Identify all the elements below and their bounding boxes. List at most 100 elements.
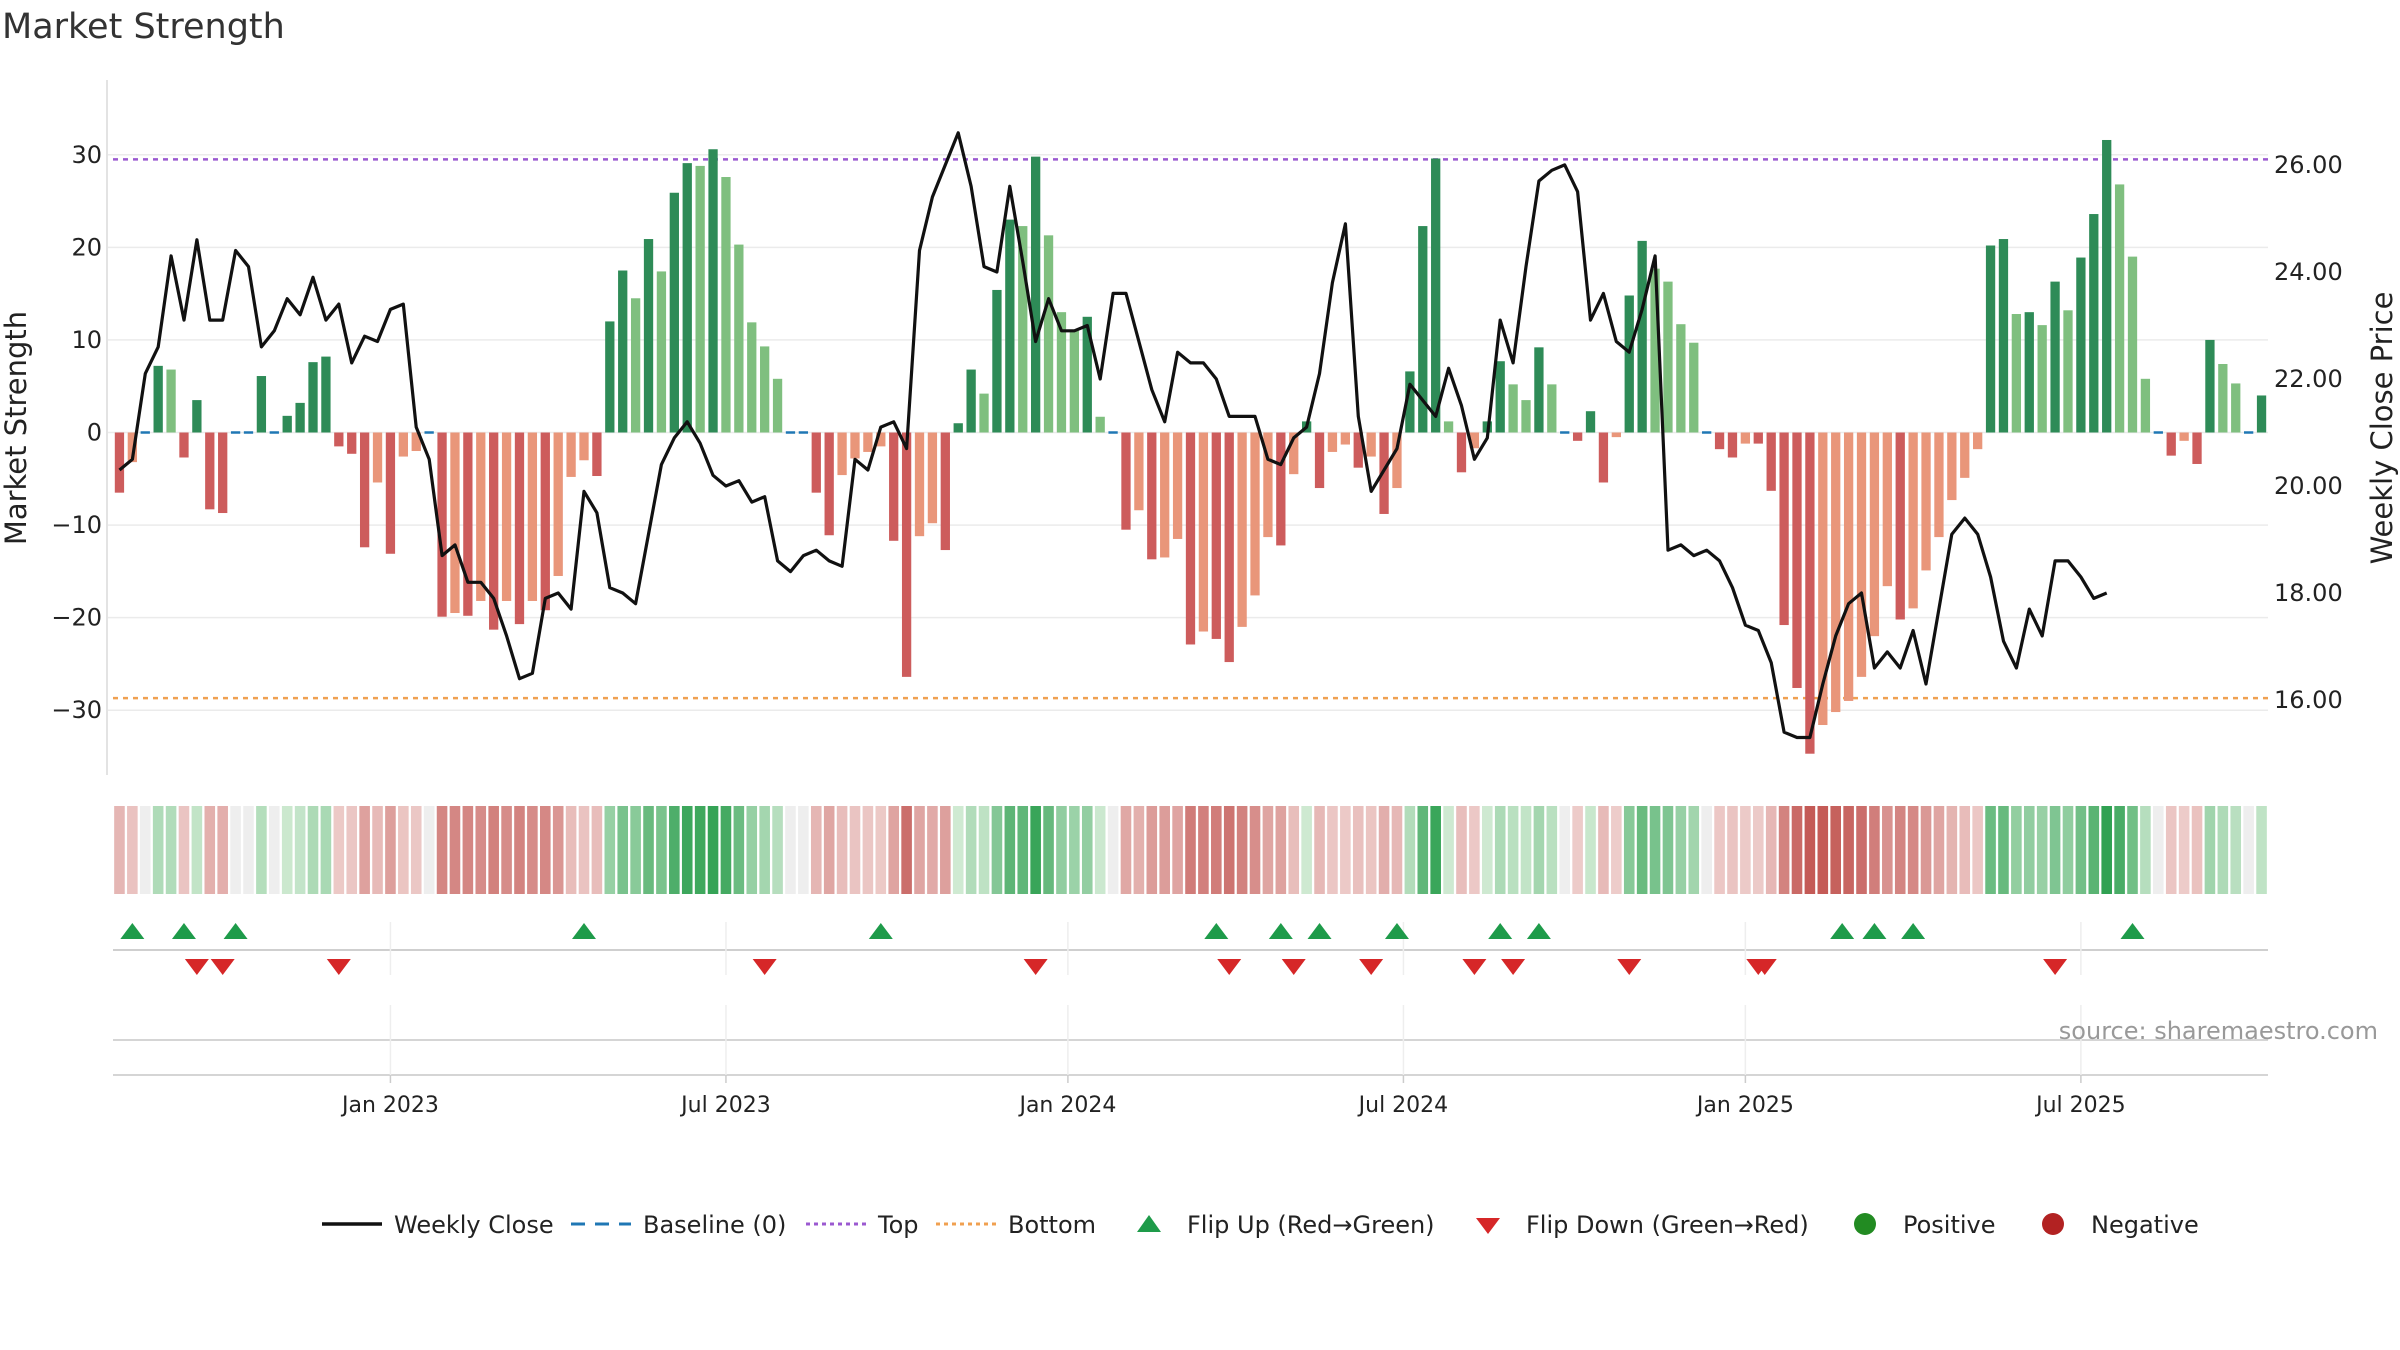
heat-cell	[591, 806, 603, 894]
heat-cell	[2140, 806, 2151, 894]
heat-cell	[269, 806, 280, 894]
heat-cell	[475, 806, 487, 894]
heat-cell	[320, 806, 332, 894]
strength-bar	[1495, 361, 1505, 433]
strength-bar	[295, 402, 305, 433]
heat-cell	[965, 806, 977, 894]
strength-bar	[385, 432, 396, 554]
heat-cell	[1933, 806, 1945, 894]
legend: Weekly Close Baseline (0) Top Bottom Flip Up…	[322, 1211, 2199, 1239]
strength-bar	[772, 378, 783, 433]
heat-cell	[462, 806, 474, 894]
strength-bar	[256, 376, 267, 433]
strength-bar	[2114, 184, 2125, 433]
heat-cell	[333, 806, 345, 894]
strength-bar	[1598, 432, 1609, 483]
heat-cell	[2165, 806, 2177, 894]
heat-cell	[1959, 806, 1971, 894]
strength-bar	[359, 432, 370, 548]
heat-cell	[372, 806, 383, 894]
strength-bar	[1714, 432, 1725, 450]
strength-bar	[1198, 432, 1209, 632]
heat-cell	[1920, 806, 1932, 894]
heat-cell	[1546, 806, 1558, 894]
heat-cell	[127, 806, 138, 894]
heat-cell	[2217, 806, 2229, 894]
legend-swatch	[1137, 1215, 1161, 1232]
strength-bar	[1869, 432, 1880, 637]
strength-bar	[1753, 432, 1763, 444]
strength-bar	[1611, 432, 1621, 438]
heat-cell	[1094, 806, 1106, 894]
heat-cell	[346, 806, 358, 894]
heat-cell	[720, 806, 732, 894]
heat-cell	[514, 806, 525, 894]
heat-cell	[733, 806, 745, 894]
strength-bar	[979, 393, 989, 433]
heat-cell	[565, 806, 577, 894]
strength-bar	[1843, 432, 1854, 701]
heat-cell	[1301, 806, 1312, 894]
x-axis-ticks: Jan 2023 Jul 2023 Jan 2024 Jul 2024 Jan 2025…	[340, 1075, 2126, 1118]
heat-cell	[1185, 806, 1196, 894]
strength-bar	[1340, 432, 1350, 445]
flip-down-marker	[2043, 959, 2068, 975]
flip-up-marker	[572, 923, 597, 939]
strength-bar	[553, 432, 563, 576]
legend-label: Top	[877, 1211, 919, 1239]
strength-bar	[127, 432, 138, 463]
heat-cell	[527, 806, 538, 894]
heat-cell	[888, 806, 899, 894]
strength-bar	[863, 432, 873, 452]
heat-cell	[1314, 806, 1325, 894]
heat-cell	[307, 806, 319, 894]
heat-cell	[1443, 806, 1454, 894]
strength-bar	[1637, 240, 1647, 433]
legend-label: Positive	[1903, 1211, 1996, 1239]
heat-cell	[139, 806, 151, 894]
heat-cell	[604, 806, 616, 894]
strength-bar	[1895, 432, 1905, 620]
heat-cell	[2243, 806, 2254, 894]
strength-bar	[1276, 432, 1286, 546]
strength-bar	[2050, 281, 2060, 433]
heat-cell	[1069, 806, 1080, 894]
strength-bar	[2037, 325, 2047, 433]
strength-bar	[1779, 432, 1789, 626]
strength-bar	[695, 165, 705, 433]
strength-bar	[1469, 432, 1480, 449]
heat-cell	[1520, 806, 1532, 894]
heat-cell	[1598, 806, 1609, 894]
heat-cell	[2191, 806, 2203, 894]
heat-cell	[823, 806, 835, 894]
heat-cell	[217, 806, 228, 894]
strength-bar	[1095, 416, 1105, 433]
heat-cell	[1223, 806, 1235, 894]
strength-bar	[1805, 432, 1815, 754]
strength-bar	[1327, 432, 1338, 452]
flip-up-marker	[1488, 923, 1513, 939]
heat-cell	[2178, 806, 2190, 894]
heat-cell	[1894, 806, 1906, 894]
strength-bar	[2089, 214, 2099, 433]
heat-cell	[2101, 806, 2112, 894]
strength-bar	[1727, 432, 1738, 458]
left-tick-label: −20	[51, 604, 102, 632]
strength-bar	[192, 400, 202, 433]
heat-cell	[1043, 806, 1054, 894]
strength-bar	[927, 432, 938, 524]
strength-bar	[1018, 226, 1028, 433]
heat-cell	[1791, 806, 1803, 894]
strength-bar	[811, 432, 821, 493]
strength-bar	[734, 244, 744, 433]
strength-bar	[1921, 432, 1931, 571]
heat-cell	[1778, 806, 1790, 894]
heat-cell	[617, 806, 629, 894]
heat-cell	[385, 806, 396, 894]
strength-bar	[876, 432, 886, 447]
strength-bar	[476, 432, 486, 601]
heat-cell	[1765, 806, 1777, 894]
right-axis-ticks: 26.00 24.00 22.00 20.00 18.00 16.00	[2274, 151, 2343, 714]
strength-bar	[1043, 235, 1054, 433]
strength-bar	[1289, 432, 1299, 475]
